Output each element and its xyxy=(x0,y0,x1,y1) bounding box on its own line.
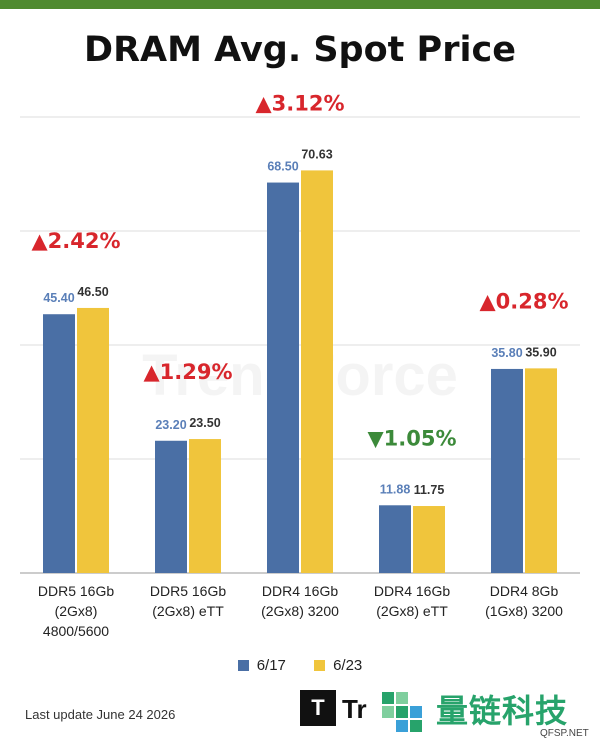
data-label: 23.20 xyxy=(155,418,186,432)
bar-6-23-2 xyxy=(301,170,333,573)
last-update-text: Last update June 24 2026 xyxy=(25,707,176,722)
bar-6-23-1 xyxy=(189,439,221,573)
legend-swatch-6-17 xyxy=(237,660,249,672)
legend-label-6-17: 6/17 xyxy=(256,656,286,674)
x-tick-label: DDR5 16Gb xyxy=(38,583,114,599)
data-label: 11.88 xyxy=(380,482,411,496)
x-tick-label: (2Gx8) 3200 xyxy=(261,603,339,619)
bar-6-17-1 xyxy=(155,440,187,573)
bar-6-17-0 xyxy=(43,314,75,573)
legend-label-6-23: 6/23 xyxy=(333,656,363,674)
change-annotation: ▲2.42% xyxy=(31,229,120,253)
x-tick-label: DDR5 16Gb xyxy=(150,583,226,599)
x-tick-label: DDR4 16Gb xyxy=(374,583,450,599)
bar-6-23-3 xyxy=(413,506,445,573)
qfsp-chinese-name: 量链科技 xyxy=(436,692,569,730)
data-label: 45.40 xyxy=(43,291,74,305)
change-annotation: ▲3.12% xyxy=(255,91,344,115)
change-annotation: ▲1.29% xyxy=(143,360,232,384)
trendforce-logo-text: Tr xyxy=(342,694,367,724)
data-label: 46.50 xyxy=(77,285,108,299)
bar-chart: TrendForce 45.40 46.50 ▲2.42% DDR5 16Gb (2Gx8… xyxy=(20,91,580,639)
brand-logos: T Tr 量链科技 QFSP.NET xyxy=(300,686,600,746)
x-tick-label: (2Gx8) eTT xyxy=(376,603,448,619)
chart-title: DRAM Avg. Spot Price xyxy=(84,30,516,70)
x-tick-label: (1Gx8) 3200 xyxy=(485,603,563,619)
bar-6-23-0 xyxy=(77,307,109,573)
change-annotation: ▼1.05% xyxy=(367,426,456,450)
data-label: 68.50 xyxy=(267,160,298,174)
x-tick-label: (2Gx8) eTT xyxy=(152,603,224,619)
x-tick-label: DDR4 8Gb xyxy=(490,583,559,599)
qfsp-site-text: QFSP.NET xyxy=(540,728,589,739)
trendforce-logo-icon: T xyxy=(300,690,336,726)
change-annotation: ▲0.28% xyxy=(479,289,568,313)
x-tick-label: 4800/5600 xyxy=(43,623,109,639)
legend-swatch-6-23 xyxy=(314,660,326,672)
qfsp-logo-icon xyxy=(382,692,422,732)
x-tick-label: DDR4 16Gb xyxy=(262,583,338,599)
data-label: 11.75 xyxy=(414,483,445,497)
bar-6-17-3 xyxy=(379,505,411,573)
data-label: 35.80 xyxy=(491,346,522,360)
legend-item-6-17: 6/17 xyxy=(237,656,286,674)
data-label: 23.50 xyxy=(189,416,220,430)
bar-6-17-4 xyxy=(491,368,523,573)
x-tick-label: (2Gx8) xyxy=(55,603,98,619)
watermark-text: TrendForce xyxy=(142,343,458,408)
bar-6-17-2 xyxy=(267,182,299,574)
legend: 6/17 6/23 xyxy=(0,656,600,674)
data-label: 70.63 xyxy=(301,147,332,161)
legend-item-6-23: 6/23 xyxy=(314,657,362,674)
bar-6-23-4 xyxy=(525,368,557,573)
top-accent-bar xyxy=(0,0,600,9)
data-label: 35.90 xyxy=(525,345,556,359)
